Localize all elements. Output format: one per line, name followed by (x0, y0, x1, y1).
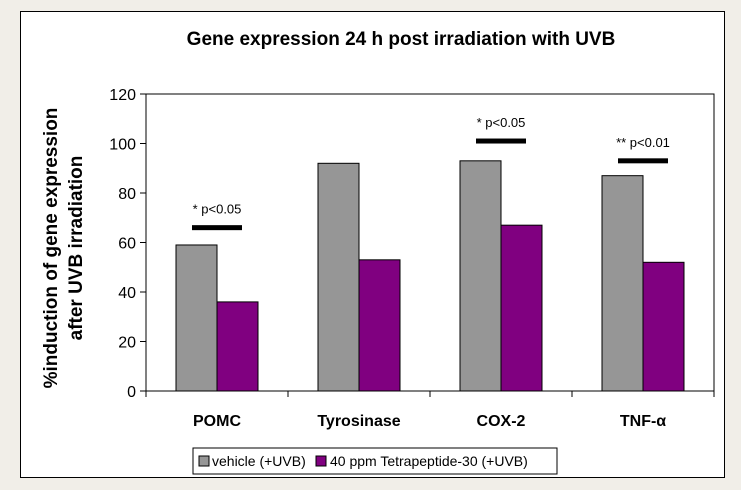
bar-tetrapeptide-2 (500, 224, 543, 392)
y-axis-label-line2: after UVB irradiation (66, 156, 87, 341)
bar-tetrapeptide-3 (642, 261, 685, 392)
bars (175, 160, 685, 392)
significance-label: ** p<0.01 (616, 135, 670, 150)
legend-swatch-vehicle (198, 455, 210, 467)
bar-vehicle-3 (601, 175, 644, 392)
legend-box (192, 447, 558, 475)
y-tick-label: 100 (109, 137, 136, 154)
significance-label: * p<0.05 (477, 115, 526, 130)
significance-bar (618, 158, 668, 164)
significance-annotations: * p<0.05 * p<0.05 ** p<0.01 (192, 115, 670, 231)
legend-label-tetrapeptide: 40 ppm Tetrapeptide-30 (+UVB) (330, 453, 528, 469)
y-tick-label: 40 (118, 285, 136, 302)
y-tick-label: 20 (118, 335, 136, 352)
y-axis-ticks: 0 20 40 60 80 100 120 (109, 87, 146, 401)
legend-label-vehicle: vehicle (+UVB) (212, 453, 306, 469)
bar-vehicle-1 (317, 162, 360, 392)
x-category-label: Tyrosinase (317, 413, 400, 430)
y-tick-label: 60 (118, 236, 136, 253)
y-tick-label: 120 (109, 87, 136, 104)
x-category-label: COX-2 (477, 413, 526, 430)
bar-vehicle-0 (175, 244, 218, 392)
significance-bar (192, 225, 242, 231)
significance-bar (476, 138, 526, 144)
legend-swatch-tetrapeptide (315, 455, 327, 467)
legend: vehicle (+UVB) 40 ppm Tetrapeptide-30 (+… (192, 447, 558, 475)
bar-tetrapeptide-0 (216, 301, 259, 392)
bar-tetrapeptide-1 (358, 259, 401, 392)
y-tick-label: 0 (127, 384, 136, 401)
x-category-label: TNF-α (620, 413, 666, 430)
significance-label: * p<0.05 (193, 202, 242, 217)
bar-vehicle-2 (459, 160, 502, 392)
x-axis-ticks (145, 391, 715, 397)
category-labels: POMC Tyrosinase COX-2 TNF-α (193, 413, 666, 430)
chart-title: Gene expression 24 h post irradiation wi… (187, 29, 616, 50)
y-axis-label: %induction of gene expression after UVB … (41, 108, 87, 389)
y-axis-label-line1: %induction of gene expression (41, 108, 62, 389)
y-tick-label: 80 (118, 186, 136, 203)
x-category-label: POMC (193, 413, 241, 430)
